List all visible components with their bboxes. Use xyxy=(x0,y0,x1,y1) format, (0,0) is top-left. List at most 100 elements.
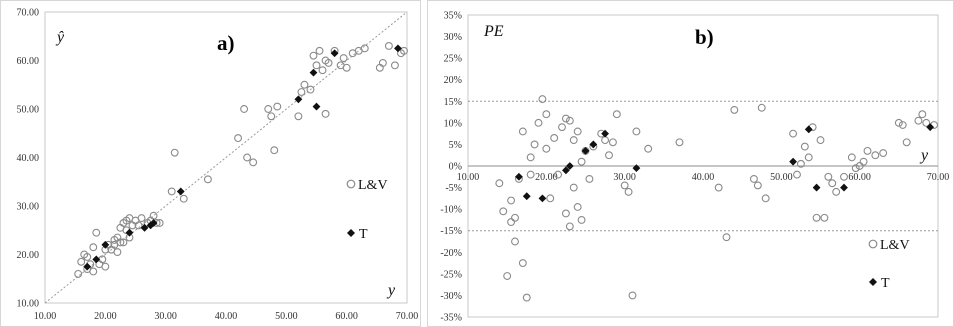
panel-b-y-tick-label: 5% xyxy=(449,140,462,151)
b-point-lv xyxy=(824,172,833,181)
a-point-lv xyxy=(400,46,408,55)
b-point-lv xyxy=(585,174,594,183)
b-point-lv xyxy=(546,194,555,203)
b-point-lv xyxy=(573,203,582,211)
b-point-lv xyxy=(538,95,547,104)
a-point-t xyxy=(330,49,339,58)
a-point-lv xyxy=(116,238,125,247)
b-point-lv xyxy=(526,170,535,179)
b-point-lv xyxy=(608,138,617,147)
a-point-t xyxy=(176,187,185,196)
a-point-lv xyxy=(360,44,369,53)
b-point-t xyxy=(840,183,848,192)
panel-a-legend-diamond-icon xyxy=(347,229,355,237)
a-point-lv xyxy=(179,194,188,203)
panel-a-y-axis-label: ŷ xyxy=(55,29,65,46)
a-point-t xyxy=(149,219,158,227)
b-point-t xyxy=(804,125,813,134)
b-point-t xyxy=(812,183,821,192)
panel-a-x-tick-label: 20.00 xyxy=(94,311,117,322)
b-point-lv xyxy=(565,116,574,125)
b-point-lv xyxy=(914,116,923,125)
panel-a-legend: L&V T xyxy=(346,178,388,242)
panel-a-x-tick-label: 10.00 xyxy=(34,311,57,322)
panel-a-legend-label-t: T xyxy=(359,227,368,242)
b-point-lv xyxy=(855,162,864,170)
panel-b-legend-open-circle-icon xyxy=(868,239,878,249)
b-point-lv xyxy=(898,121,907,129)
b-point-lv xyxy=(620,181,629,190)
b-point-lv xyxy=(577,157,586,166)
b-point-lv xyxy=(511,213,519,222)
panel-b-x-tick-label: 30.00 xyxy=(613,172,636,183)
panel-a-data-points xyxy=(74,41,408,278)
a-point-lv xyxy=(249,158,258,167)
a-point-lv xyxy=(240,105,249,113)
panel-b-y-tick-label: -20% xyxy=(440,248,462,259)
b-point-lv xyxy=(753,181,762,190)
a-point-lv xyxy=(309,51,318,60)
b-point-lv xyxy=(828,179,837,188)
b-point-lv xyxy=(542,144,551,153)
a-point-lv xyxy=(378,58,387,67)
b-point-lv xyxy=(542,110,551,119)
b-point-lv xyxy=(561,114,570,123)
b-point-lv xyxy=(526,153,535,162)
a-point-t xyxy=(394,44,402,53)
panel-a-frame xyxy=(0,0,421,327)
panel-b-y-tick-label: 10% xyxy=(444,118,462,129)
b-point-lv xyxy=(832,187,841,196)
panel-b-data-points xyxy=(495,95,939,302)
b-point-lv xyxy=(507,218,516,227)
a-point-lv xyxy=(306,85,315,94)
panel-b-y-tick-label: -25% xyxy=(440,269,462,280)
b-point-lv xyxy=(495,179,504,188)
b-point-lv xyxy=(569,136,578,145)
panel-b-y-tick-labels: 35% 30% 25% 20% 15% 10% 5% 0% -5% -10% -15% -20% -25… xyxy=(440,11,462,324)
panel-b-x-tick-label: 20.00 xyxy=(535,172,558,183)
b-point-lv xyxy=(550,134,559,142)
panel-a-reference-line-group xyxy=(44,11,408,304)
panel-b-x-tick-label: 70.00 xyxy=(927,172,950,183)
panel-b-y-tick-label: -35% xyxy=(440,313,462,324)
b-point-lv xyxy=(644,144,653,153)
a-point-t xyxy=(309,68,318,77)
panel-a-x-tick-label: 50.00 xyxy=(275,311,298,322)
a-point-lv xyxy=(264,105,273,113)
a-point-lv xyxy=(384,41,393,50)
b-point-lv xyxy=(511,237,519,246)
b-point-t xyxy=(601,129,609,138)
a-point-lv xyxy=(300,80,309,89)
b-point-lv xyxy=(894,118,903,127)
panel-a-legend-label-lv: L&V xyxy=(358,178,388,193)
b-point-t xyxy=(562,166,570,175)
b-point-t xyxy=(522,192,531,201)
a-point-lv xyxy=(134,221,143,230)
scatter-panel-b: 10.00 20.00 30.00 40.00 50.00 60.00 70.00 35%3… xyxy=(427,0,954,327)
a-point-lv xyxy=(203,175,212,184)
b-point-lv xyxy=(847,153,856,162)
panel-a-x-tick-label: 30.00 xyxy=(154,311,177,322)
b-point-lv xyxy=(800,142,809,151)
panel-a-y-tick-label: 40.00 xyxy=(17,153,40,164)
b-point-lv xyxy=(499,207,508,216)
panel-a-identity-line xyxy=(44,11,408,304)
a-point-lv xyxy=(92,228,101,237)
panel-a-y-tick-label: 10.00 xyxy=(17,299,40,310)
b-point-t xyxy=(565,162,574,170)
panel-a-y-tick-label: 20.00 xyxy=(17,250,40,261)
a-point-lv xyxy=(101,262,110,271)
panel-b-legend-diamond-icon xyxy=(869,278,877,286)
b-point-lv xyxy=(871,151,880,160)
b-point-lv xyxy=(840,172,848,181)
panel-a-y-tick-label: 50.00 xyxy=(17,105,40,116)
panel-b-x-tick-label: 10.00 xyxy=(457,172,480,183)
b-point-lv xyxy=(518,259,527,268)
b-point-lv xyxy=(918,110,927,119)
a-point-lv xyxy=(77,257,86,266)
a-point-lv xyxy=(74,269,83,278)
b-point-t xyxy=(926,123,935,132)
panel-b-x-tick-label: 60.00 xyxy=(848,172,871,183)
b-point-lv xyxy=(793,170,801,179)
